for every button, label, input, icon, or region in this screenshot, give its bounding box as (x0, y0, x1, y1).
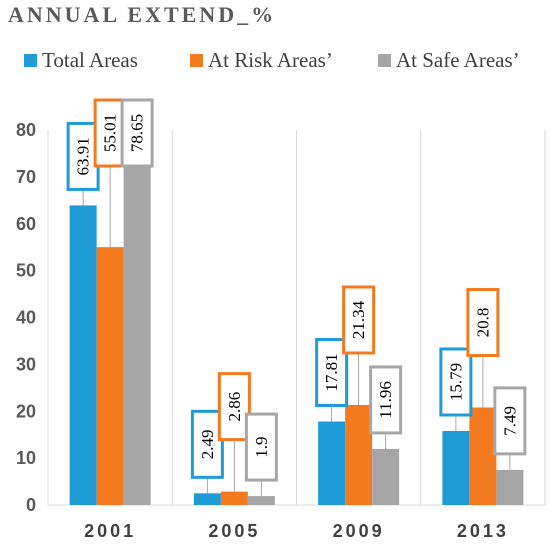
data-label-box (439, 347, 473, 417)
legend-swatch-total-areas (24, 53, 37, 67)
data-label: 7.49 (500, 406, 519, 436)
data-label-box (217, 372, 251, 442)
data-label-box (120, 98, 154, 168)
data-label: 2.49 (198, 429, 217, 459)
data-label-box (342, 285, 376, 355)
legend-item-at-safe-areas: At Safe Areas’ (378, 48, 520, 74)
data-label-box (493, 386, 527, 456)
y-tick-label: 30 (16, 354, 36, 374)
data-label-box (315, 338, 349, 408)
bar (193, 493, 221, 505)
x-tick-label: 2001 (84, 521, 136, 541)
x-tick-label: 2013 (457, 521, 509, 541)
y-tick-label: 10 (16, 448, 36, 468)
data-label: 11.96 (376, 381, 395, 419)
legend-swatch-at-risk-areas (190, 53, 203, 67)
bar (345, 404, 373, 505)
data-label-box (93, 98, 127, 168)
chart-title: ANNUAL EXTEND_% (8, 2, 277, 27)
x-tick-label: 2009 (333, 521, 385, 541)
legend-item-at-risk-areas: At Risk Areas’ (190, 48, 333, 74)
legend-label-at-safe-areas: At Safe Areas’ (396, 48, 520, 72)
legend: Total Areas At Risk Areas’ At Safe Areas… (0, 48, 550, 74)
bar (220, 491, 248, 505)
data-label: 21.34 (349, 300, 368, 339)
data-label: 17.81 (322, 353, 341, 391)
bar (318, 421, 346, 505)
y-tick-label: 20 (16, 401, 36, 421)
y-tick-label: 70 (16, 167, 36, 187)
data-label-box (66, 121, 100, 191)
data-label: 20.8 (473, 308, 492, 338)
y-tick-label: 0 (26, 495, 36, 515)
legend-item-total-areas: Total Areas (24, 48, 138, 74)
data-label-box (369, 365, 403, 435)
y-tick-label: 50 (16, 261, 36, 281)
data-label: 15.79 (446, 363, 465, 401)
data-label: 78.65 (128, 114, 147, 152)
bar (247, 496, 275, 505)
legend-swatch-at-safe-areas (378, 53, 391, 67)
legend-label-at-risk-areas: At Risk Areas’ (208, 48, 333, 72)
y-tick-label: 80 (16, 120, 36, 140)
legend-label-total-areas: Total Areas (42, 48, 138, 72)
data-label: 63.91 (74, 137, 93, 175)
bar (372, 448, 400, 505)
bar (442, 430, 470, 505)
bar (69, 205, 97, 505)
x-tick-label: 2005 (208, 521, 260, 541)
data-label-box (190, 409, 224, 479)
y-tick-label: 40 (16, 308, 36, 328)
data-label-box (466, 288, 500, 357)
data-label: 55.01 (101, 114, 120, 152)
data-label: 2.86 (225, 392, 244, 422)
bar (123, 136, 151, 505)
data-label-box (244, 412, 278, 482)
y-tick-label: 60 (16, 214, 36, 234)
bar (496, 469, 524, 505)
bar (469, 407, 497, 505)
data-label: 1.9 (252, 436, 271, 457)
bar (96, 247, 124, 505)
